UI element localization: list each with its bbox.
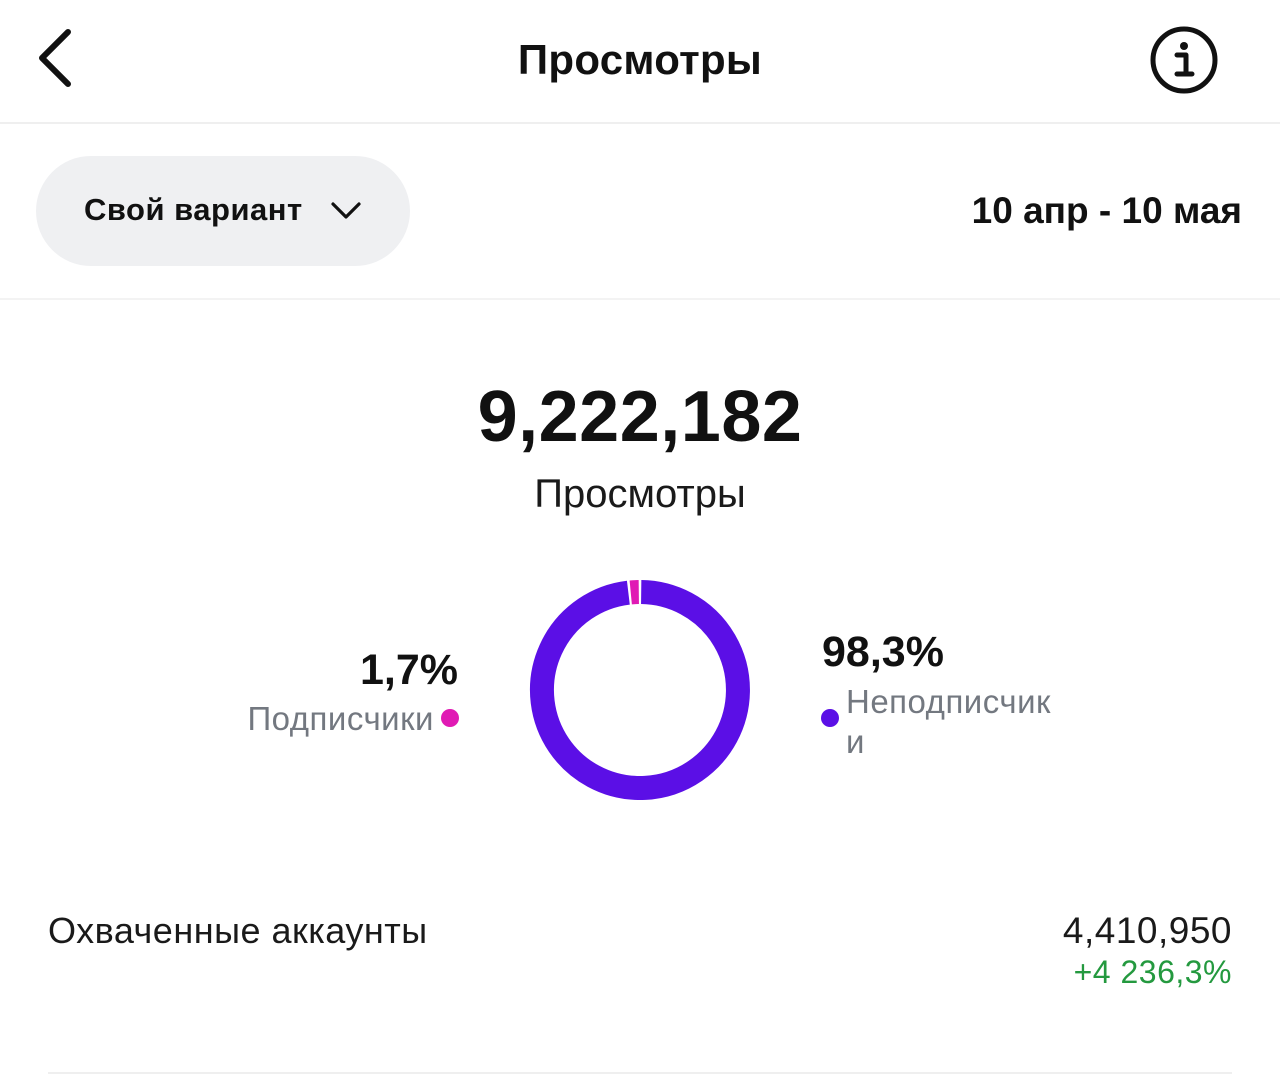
info-circle-icon <box>1150 26 1218 94</box>
top-bar: Просмотры <box>0 0 1280 124</box>
back-button[interactable] <box>28 22 88 94</box>
non-followers-legend-dot <box>821 709 839 727</box>
reached-accounts-change: +4 236,3% <box>1073 954 1232 990</box>
followers-legend-dot <box>441 709 459 727</box>
info-button[interactable] <box>1148 24 1220 96</box>
reached-accounts-value: 4,410,950 <box>1062 910 1232 951</box>
reached-accounts-row[interactable]: Охваченные аккаунты 4,410,950 +4 236,3% <box>48 900 1232 1074</box>
audience-donut-chart <box>530 580 750 800</box>
reached-accounts-label: Охваченные аккаунты <box>48 910 428 951</box>
donut-segment-non-followers <box>530 580 750 800</box>
page-title: Просмотры <box>517 36 763 83</box>
total-views: 9,222,182 <box>477 377 803 457</box>
date-range-dropdown[interactable]: Свой вариант <box>36 156 410 266</box>
followers-label: Подписчики <box>247 700 434 737</box>
non-followers-percent: 98,3% <box>822 628 944 676</box>
chevron-left-icon <box>39 29 71 87</box>
followers-percent: 1,7% <box>359 646 458 694</box>
total-views-label: Просмотры <box>534 472 746 516</box>
non-followers-label: Неподписчики <box>846 683 1051 760</box>
chevron-down-icon <box>331 202 361 219</box>
filter-row: Свой вариант 10 апр - 10 мая <box>0 124 1280 300</box>
date-range-dropdown-label: Свой вариант <box>84 192 303 227</box>
date-range-text: 10 апр - 10 мая <box>971 190 1242 231</box>
